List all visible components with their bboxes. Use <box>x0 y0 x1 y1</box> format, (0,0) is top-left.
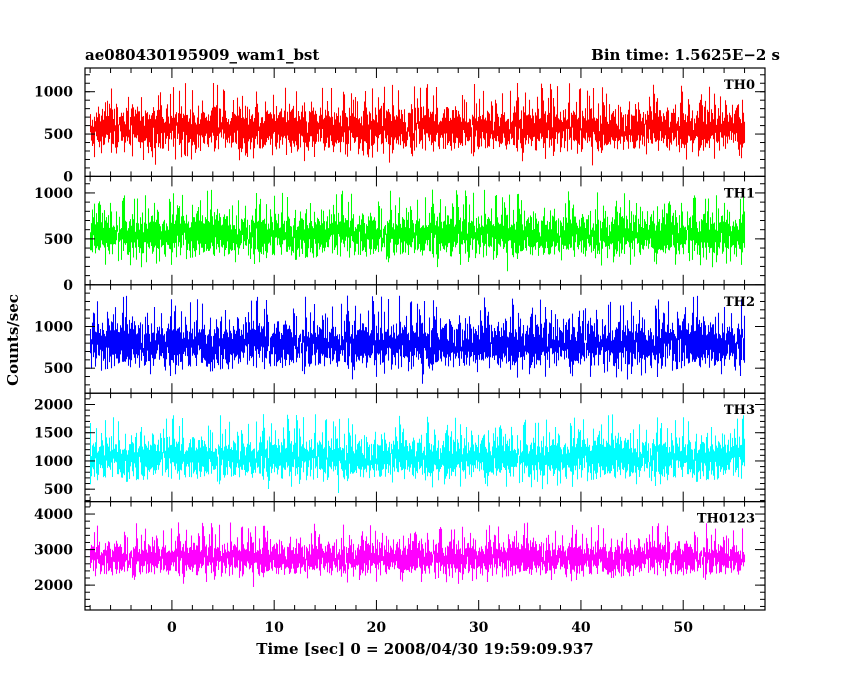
series-th0-line <box>89 83 746 166</box>
x-tick-label: 40 <box>571 620 591 636</box>
y-tick-label: 1000 <box>34 85 73 101</box>
x-axis: 0 10 20 30 40 50 <box>167 620 693 636</box>
x-tick-label: 20 <box>367 620 387 636</box>
y-tick-label: 4000 <box>34 507 73 523</box>
x-tick-label: 10 <box>264 620 284 636</box>
panel-frame <box>84 501 766 611</box>
series-th0123-line <box>89 522 746 587</box>
panel-th0123: 2000 3000 4000 TH0123 <box>34 501 766 611</box>
panel-th3: 500 1000 1500 2000 TH3 <box>34 392 766 503</box>
chart-title-right: Bin time: 1.5625E−2 s <box>591 46 780 64</box>
panel-label-th0123: TH0123 <box>697 512 755 527</box>
y-tick-label: 1000 <box>34 319 73 335</box>
y-tick-label: 3000 <box>34 543 73 559</box>
y-tick-label: 1000 <box>34 454 73 470</box>
x-tick-label: 30 <box>469 620 489 636</box>
series-th1-line <box>89 189 746 272</box>
panel-th0: 0 500 1000 TH0 <box>34 67 766 185</box>
panels-group: 0 500 1000 TH0 0 500 1000 TH1 500 1000 TH2 500 1000 1… <box>34 67 766 611</box>
y-axis-label: Counts/sec <box>4 294 22 386</box>
y-tick-label: 500 <box>44 482 73 498</box>
panel-label-th1: TH1 <box>724 186 755 201</box>
x-tick-label: 50 <box>673 620 693 636</box>
chart-title-left: ae080430195909_wam1_bst <box>85 46 319 64</box>
panel-label-th2: TH2 <box>724 295 755 310</box>
y-tick-label: 500 <box>44 127 73 143</box>
x-tick-label: 0 <box>167 620 177 636</box>
y-tick-label: 0 <box>63 169 73 185</box>
y-tick-label: 2000 <box>34 397 73 413</box>
y-tick-label: 1500 <box>34 426 73 442</box>
y-tick-label: 1000 <box>34 186 73 202</box>
series-th2-line <box>89 295 746 384</box>
panel-label-th3: TH3 <box>724 403 755 418</box>
panel-th1: 0 500 1000 TH1 <box>34 175 766 294</box>
y-tick-label: 2000 <box>34 578 73 594</box>
series-th3-line <box>89 414 746 493</box>
panel-label-th0: TH0 <box>724 78 755 93</box>
y-tick-label: 0 <box>63 278 73 294</box>
x-axis-label: Time [sec] 0 = 2008/04/30 19:59:09.937 <box>256 640 593 658</box>
y-tick-label: 500 <box>44 361 73 377</box>
y-tick-label: 500 <box>44 232 73 248</box>
panel-th2: 500 1000 TH2 <box>34 284 766 394</box>
